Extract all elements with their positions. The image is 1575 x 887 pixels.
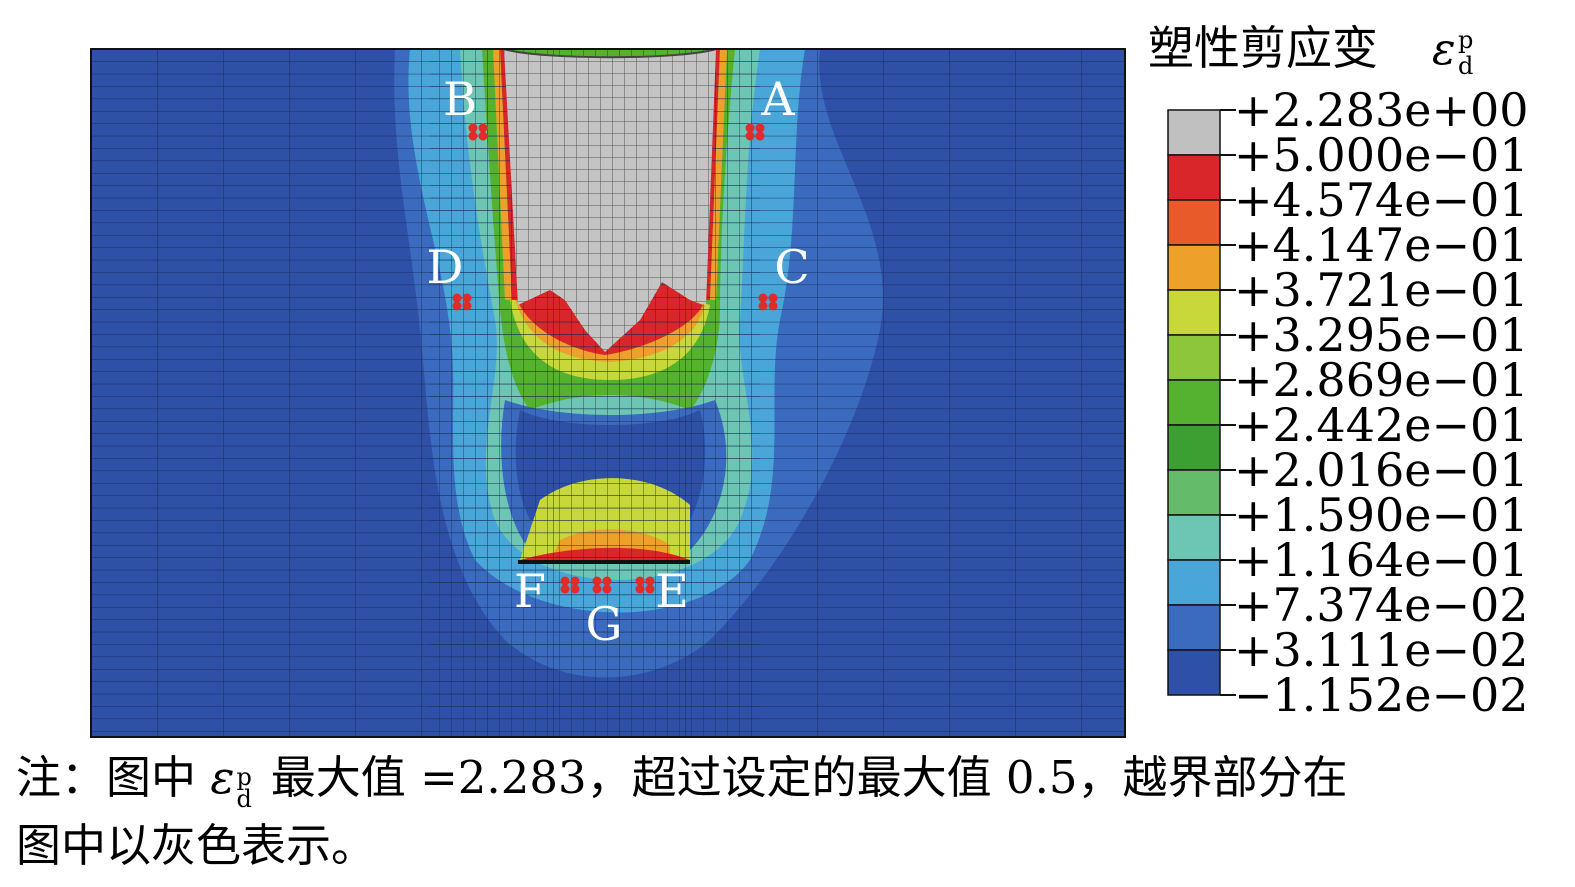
point-marker bbox=[758, 293, 778, 311]
legend-tick-label: +3.111e−02 bbox=[1234, 623, 1529, 677]
legend-swatch bbox=[1167, 289, 1221, 336]
legend: 塑性剪应变 ε pd +2.283e+00+5.000e−01+4.574e−01+4… bbox=[1148, 21, 1529, 722]
legend-swatch bbox=[1167, 109, 1221, 156]
point-marker bbox=[468, 123, 488, 141]
legend-swatch bbox=[1167, 334, 1221, 381]
point-e: E bbox=[635, 564, 689, 618]
point-marker bbox=[745, 123, 765, 141]
legend-tick-label: +3.721e−01 bbox=[1234, 263, 1529, 317]
monitoring-points: A B C D E FG bbox=[427, 72, 810, 651]
legend-symbol: ε bbox=[1432, 24, 1456, 75]
contour-plot: A B C D E FG 塑性剪应变 ε pd +2.283e+00+5.000e−01+4.5… bbox=[90, 21, 1529, 738]
point-label: A bbox=[760, 72, 795, 126]
point-label: F bbox=[514, 564, 546, 618]
legend-tick-label: +1.590e−01 bbox=[1234, 488, 1529, 542]
legend-swatch bbox=[1167, 649, 1221, 696]
note-text-b: 最大值 =2.283，超过设定的最大值 0.5，越界部分在 bbox=[270, 751, 1348, 804]
legend-tick-label: +2.869e−01 bbox=[1234, 353, 1529, 407]
point-a: A bbox=[745, 72, 795, 141]
point-label: B bbox=[443, 72, 477, 126]
svg-text:p: p bbox=[1458, 26, 1473, 54]
svg-text:d: d bbox=[1458, 52, 1473, 80]
point-marker bbox=[592, 576, 612, 594]
legend-swatch bbox=[1167, 154, 1221, 201]
point-c: C bbox=[758, 240, 810, 311]
point-d: D bbox=[427, 240, 472, 311]
point-b: B bbox=[443, 72, 488, 141]
point-marker bbox=[452, 293, 472, 311]
legend-tick-label: +1.164e−01 bbox=[1234, 533, 1529, 587]
legend-swatch bbox=[1167, 379, 1221, 426]
legend-swatch bbox=[1167, 604, 1221, 651]
pile bbox=[503, 48, 717, 564]
point-label: D bbox=[427, 240, 464, 294]
legend-swatch bbox=[1167, 199, 1221, 246]
legend-tick-label: +3.295e−01 bbox=[1234, 308, 1529, 362]
legend-tick-label: +5.000e−01 bbox=[1234, 128, 1529, 182]
domain-border bbox=[90, 48, 1126, 738]
point-label: G bbox=[586, 597, 623, 651]
point-marker bbox=[560, 576, 580, 594]
legend-tick-label: −1.152e−02 bbox=[1234, 668, 1529, 722]
legend-tick-label: +7.374e−02 bbox=[1234, 578, 1529, 632]
legend-swatch bbox=[1167, 559, 1221, 606]
point-g: G bbox=[586, 576, 623, 651]
note-text-a: 注：图中 bbox=[16, 751, 197, 804]
legend-swatch bbox=[1167, 424, 1221, 471]
legend-title: 塑性剪应变 bbox=[1148, 21, 1378, 75]
legend-tick-label: +2.016e−01 bbox=[1234, 443, 1529, 497]
legend-tick-label: +2.283e+00 bbox=[1234, 83, 1529, 137]
legend-tick-label: +4.574e−01 bbox=[1234, 173, 1529, 227]
legend-swatch bbox=[1167, 244, 1221, 291]
point-label: C bbox=[774, 240, 809, 294]
legend-swatch bbox=[1167, 514, 1221, 561]
legend-tick-label: +4.147e−01 bbox=[1234, 218, 1529, 272]
legend-tick-label: +2.442e−01 bbox=[1234, 398, 1529, 452]
legend-swatch bbox=[1167, 469, 1221, 516]
point-marker bbox=[635, 576, 655, 594]
point-label: E bbox=[655, 564, 689, 618]
point-f: F bbox=[514, 564, 580, 618]
figure-note-line-2: 图中以灰色表示。 bbox=[16, 819, 377, 872]
